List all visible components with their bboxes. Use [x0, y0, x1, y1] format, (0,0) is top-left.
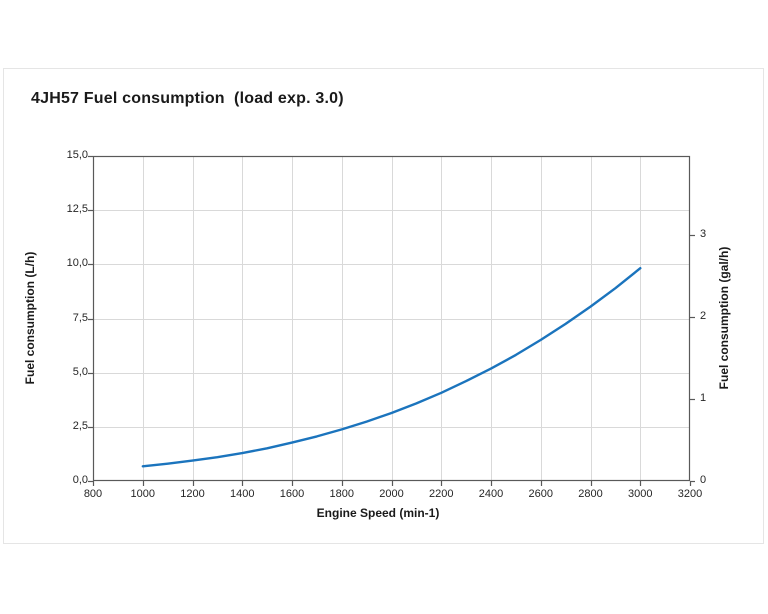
x-tick-label: 2000	[379, 488, 404, 500]
chart-title: 4JH57 Fuel consumption (load exp. 3.0)	[31, 90, 344, 107]
chart-card	[3, 68, 764, 544]
x-tick-label: 1600	[279, 488, 305, 500]
x-tick-label: 1000	[130, 488, 155, 500]
y-left-tick-label: 12,5	[66, 203, 88, 216]
x-tick-label: 1800	[329, 488, 354, 500]
x-tick-label: 3200	[677, 488, 703, 500]
y-right-tick-label: 0	[700, 474, 707, 486]
x-tick-label: 1400	[230, 488, 255, 500]
x-tick-label: 800	[83, 488, 103, 500]
fuel-consumption-curve	[141, 267, 642, 468]
y-left-tick-label: 7,5	[72, 311, 88, 324]
x-axis-label: Engine Speed (min-1)	[316, 506, 440, 520]
gridlines	[93, 156, 690, 481]
x-tick-label: 3000	[628, 488, 653, 500]
y-right-tick-label: 1	[700, 391, 707, 404]
x-tick-label: 2600	[528, 488, 553, 500]
plot-spines	[92, 155, 691, 482]
x-tick-label: 2200	[429, 488, 454, 500]
y-left-tick-label: 2,5	[72, 419, 88, 432]
x-tick-label: 2400	[478, 488, 504, 500]
y-right-tick-label: 3	[700, 227, 707, 240]
x-tick-label: 1200	[180, 488, 205, 500]
y-left-tick-label: 15,0	[66, 149, 88, 161]
x-tick-label: 2800	[578, 488, 603, 500]
series	[141, 267, 642, 468]
y-left-tick-label: 5,0	[72, 365, 88, 378]
y-right-tick-label: 2	[700, 309, 707, 322]
tick-marks	[88, 155, 695, 486]
y-left-tick-label: 10,0	[66, 257, 88, 270]
y-left-tick-label: 0,0	[72, 474, 88, 486]
